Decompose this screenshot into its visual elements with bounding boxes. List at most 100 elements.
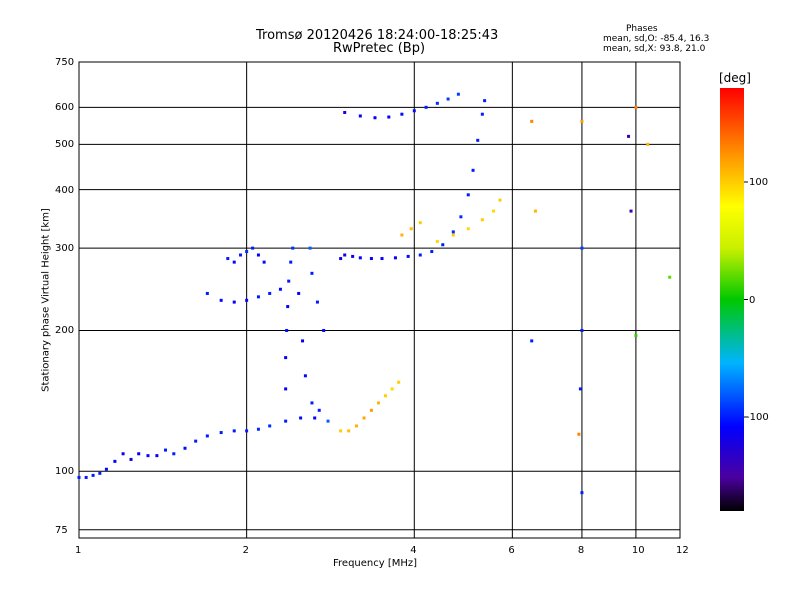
echo-point — [480, 112, 484, 116]
x-tick-label: 12 — [676, 545, 689, 556]
echo-point — [256, 253, 260, 257]
y-tick-label: 200 — [55, 325, 75, 337]
echo-point — [498, 198, 502, 202]
echo-point — [326, 419, 330, 423]
echo-point — [339, 429, 343, 433]
echo-point — [286, 305, 290, 309]
chart-subtitle: RwPretec (Bp) — [333, 41, 426, 56]
echo-point — [466, 227, 470, 231]
echo-point — [627, 134, 631, 138]
echo-point — [418, 221, 422, 225]
grid — [79, 61, 680, 538]
x-tick-label: 6 — [508, 545, 515, 556]
echo-point — [530, 119, 534, 123]
colorbar — [720, 88, 744, 511]
echo-point — [491, 209, 495, 213]
echo-point — [435, 239, 439, 243]
echo-point — [284, 356, 288, 360]
echo-point — [339, 257, 343, 261]
echo-point — [226, 257, 230, 261]
echo-point — [91, 473, 95, 477]
x-tick-label: 2 — [242, 545, 250, 556]
echo-point — [98, 471, 102, 475]
echo-point — [232, 300, 236, 304]
echo-point — [668, 275, 672, 279]
echo-point — [646, 142, 650, 146]
echo-point — [480, 218, 484, 222]
echo-point — [205, 434, 209, 438]
echo-point — [380, 257, 384, 261]
echo-point — [245, 298, 249, 302]
echo-point — [577, 432, 581, 436]
echo-point — [155, 454, 159, 458]
stats-line-x: mean, sd,X: 93.8, 21.0 — [603, 44, 706, 54]
echo-point — [451, 230, 455, 234]
echo-point — [400, 233, 404, 237]
echo-point — [412, 109, 416, 113]
y-tick-label: 400 — [55, 184, 75, 196]
echo-point — [580, 328, 584, 332]
echo-point — [322, 328, 326, 332]
echo-point — [483, 99, 487, 103]
y-tick-label: 600 — [55, 102, 75, 114]
echo-point — [113, 459, 117, 463]
echo-point — [251, 246, 255, 250]
x-tick-label: 8 — [577, 545, 585, 556]
data-points — [77, 92, 672, 495]
echo-point — [430, 250, 434, 254]
echo-point — [580, 119, 584, 123]
echo-point — [278, 287, 282, 291]
echo-point — [441, 243, 445, 247]
echo-point — [310, 401, 314, 405]
y-tick-label: 500 — [55, 139, 75, 151]
echo-point — [284, 419, 288, 423]
echo-point — [245, 429, 249, 433]
echo-point — [343, 253, 347, 257]
echo-point — [369, 408, 373, 412]
echo-point — [284, 387, 288, 391]
echo-point — [451, 233, 455, 237]
echo-point — [310, 271, 314, 275]
echo-point — [358, 256, 362, 260]
echo-point — [256, 427, 260, 431]
y-axis-label: Stationary phase Virtual Height [km] — [40, 208, 52, 392]
echo-point — [121, 452, 125, 456]
echo-point — [146, 454, 150, 458]
echo-point — [308, 246, 312, 250]
echo-point — [580, 491, 584, 495]
echo-point — [303, 374, 307, 378]
colorbar-tick-label: 100 — [749, 177, 769, 188]
echo-point — [400, 112, 404, 116]
echo-point — [232, 429, 236, 433]
plot-area — [78, 61, 681, 539]
echo-point — [466, 193, 470, 197]
stats-line-o: mean, sd,O: -85.4, 16.3 — [603, 34, 710, 44]
echo-point — [194, 439, 198, 443]
echo-point — [262, 260, 266, 264]
echo-point — [183, 446, 187, 450]
x-tick-label: 10 — [631, 545, 645, 556]
echo-point — [299, 416, 303, 420]
echo-point — [456, 92, 460, 96]
echo-point — [393, 256, 397, 260]
echo-point — [313, 416, 317, 420]
echo-point — [137, 452, 141, 456]
echo-point — [530, 339, 534, 343]
echo-point — [459, 215, 463, 219]
echo-point — [77, 475, 81, 479]
echo-point — [285, 328, 289, 332]
echo-point — [232, 260, 236, 264]
echo-point — [219, 431, 223, 435]
echo-point — [424, 105, 428, 109]
echo-point — [409, 227, 413, 231]
echo-point — [129, 457, 133, 461]
x-tick-label: 4 — [410, 545, 417, 556]
echo-point — [289, 260, 293, 264]
x-tick-label: 1 — [75, 545, 82, 556]
colorbar-ticks — [744, 181, 748, 418]
echo-point — [629, 209, 633, 213]
echo-point — [580, 246, 584, 250]
echo-point — [84, 475, 88, 479]
echo-point — [397, 380, 401, 384]
